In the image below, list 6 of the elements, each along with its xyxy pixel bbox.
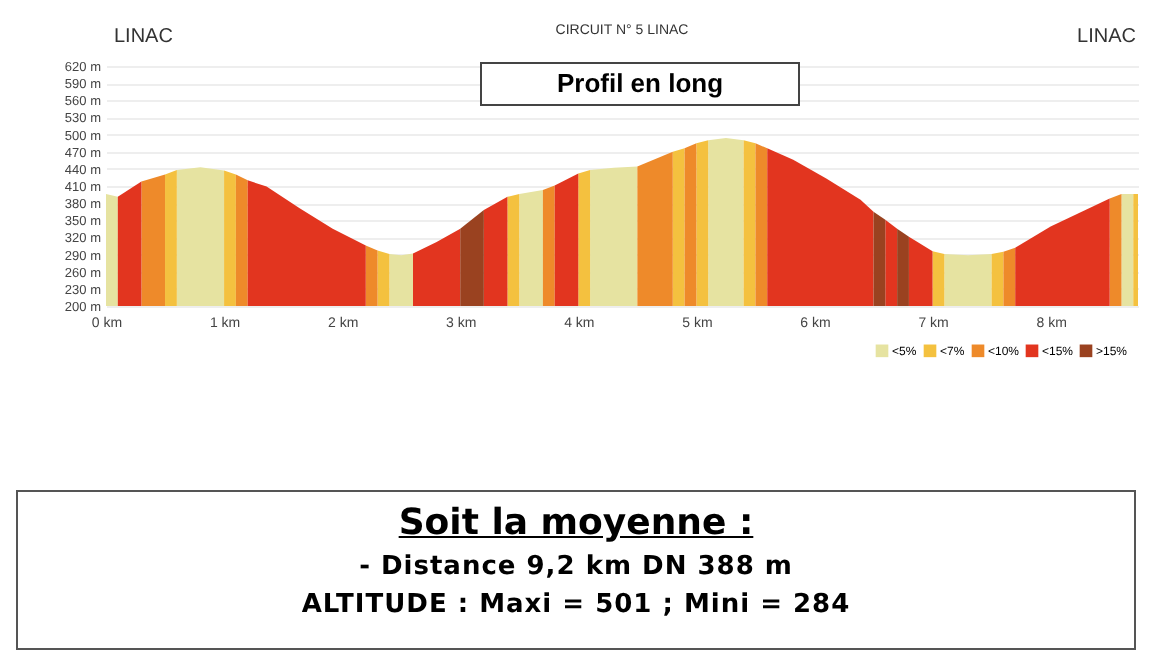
text: ALTITUDE : Maxi = 501 ; Mini = 284 xyxy=(299,590,853,620)
text: - Distance 9,2 km DN 388 m xyxy=(357,552,795,582)
text: LINAC xyxy=(114,26,173,48)
text: Soit la moyenne : xyxy=(396,502,756,544)
label-frame: Profil en long xyxy=(480,62,800,106)
text: LINAC xyxy=(1077,26,1136,48)
